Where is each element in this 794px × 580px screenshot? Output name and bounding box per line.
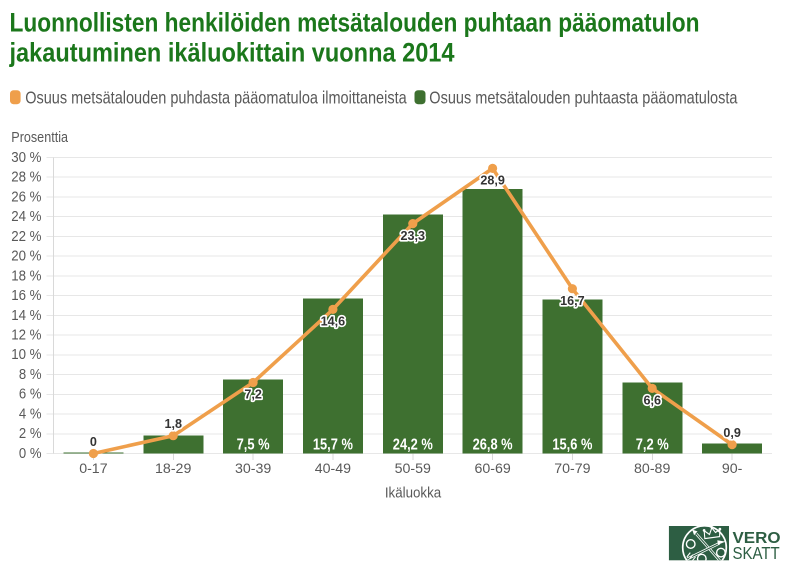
svg-text:28,9: 28,9 (480, 174, 505, 188)
svg-text:Luonnollisten henkilöiden mets: Luonnollisten henkilöiden metsätalouden … (10, 8, 700, 38)
svg-text:26,8 %: 26,8 % (473, 437, 513, 454)
svg-text:14,6: 14,6 (321, 315, 346, 329)
svg-text:18-29: 18-29 (155, 461, 191, 477)
svg-text:24,2 %: 24,2 % (393, 437, 433, 454)
svg-text:70-79: 70-79 (554, 461, 590, 477)
svg-text:15,7 %: 15,7 % (313, 437, 353, 454)
svg-text:8 %: 8 % (19, 367, 42, 383)
svg-text:0,9: 0,9 (723, 426, 741, 440)
svg-text:6,6: 6,6 (643, 394, 661, 408)
svg-text:40-49: 40-49 (315, 461, 351, 477)
svg-text:7,5 %: 7,5 % (237, 437, 270, 454)
svg-text:30-39: 30-39 (235, 461, 271, 477)
svg-text:22 %: 22 % (11, 229, 42, 245)
svg-text:7,2: 7,2 (244, 388, 262, 402)
svg-text:80-89: 80-89 (634, 461, 670, 477)
svg-text:VERO: VERO (733, 530, 781, 547)
svg-text:6 %: 6 % (19, 387, 42, 403)
svg-text:2 %: 2 % (19, 426, 42, 442)
svg-text:50-59: 50-59 (395, 461, 431, 477)
svg-text:Ikäluokka: Ikäluokka (385, 485, 442, 502)
svg-text:Osuus metsätalouden puhtaasta: Osuus metsätalouden puhtaasta pääomatulo… (429, 87, 737, 107)
svg-text:Prosenttia: Prosenttia (11, 129, 68, 146)
svg-text:1,8: 1,8 (164, 417, 182, 431)
svg-text:12 %: 12 % (11, 328, 42, 344)
svg-text:4 %: 4 % (19, 406, 42, 422)
svg-text:Osuus metsätalouden puhdasta p: Osuus metsätalouden puhdasta pääomatuloa… (25, 87, 407, 107)
svg-text:15,6 %: 15,6 % (552, 437, 592, 454)
svg-text:23,3: 23,3 (401, 229, 426, 243)
svg-text:28 %: 28 % (11, 170, 42, 186)
svg-text:0-17: 0-17 (79, 461, 108, 477)
svg-text:SKATT: SKATT (733, 543, 781, 563)
svg-text:18 %: 18 % (11, 268, 42, 284)
svg-text:26 %: 26 % (11, 189, 42, 205)
svg-text:20 %: 20 % (11, 249, 42, 265)
svg-text:16 %: 16 % (11, 288, 42, 304)
svg-text:30 %: 30 % (11, 150, 42, 166)
svg-text:16,7: 16,7 (560, 294, 585, 308)
svg-text:14 %: 14 % (11, 308, 42, 324)
svg-text:90-: 90- (722, 461, 743, 477)
svg-text:jakautuminen ikäluokittain vuo: jakautuminen ikäluokittain vuonna 2014 (9, 37, 455, 67)
svg-text:0 %: 0 % (19, 446, 42, 462)
svg-text:0: 0 (90, 435, 97, 449)
svg-text:24 %: 24 % (11, 209, 42, 225)
svg-text:7,2 %: 7,2 % (636, 437, 669, 454)
svg-text:10 %: 10 % (11, 347, 42, 363)
svg-text:60-69: 60-69 (474, 461, 510, 477)
